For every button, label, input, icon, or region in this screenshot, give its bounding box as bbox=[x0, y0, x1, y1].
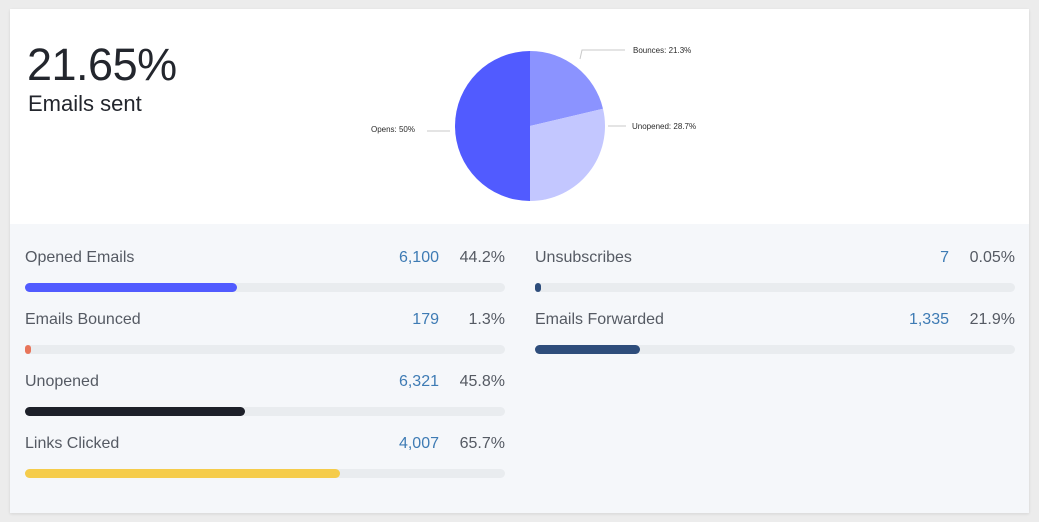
metric-label: Emails Bounced bbox=[25, 311, 141, 328]
metric-percent: 65.7% bbox=[459, 435, 505, 452]
progress-fill bbox=[25, 407, 245, 416]
progress-track bbox=[25, 345, 505, 354]
pie-label-opens: Opens: 50% bbox=[371, 125, 415, 134]
metric-count[interactable]: 6,321 bbox=[398, 373, 439, 390]
progress-track bbox=[535, 345, 1015, 354]
pie-slice-opens[interactable] bbox=[455, 51, 530, 201]
metric-count[interactable]: 4,007 bbox=[398, 435, 439, 452]
metric-label: Opened Emails bbox=[25, 249, 135, 266]
metric-percent: 45.8% bbox=[459, 373, 505, 390]
metric-count[interactable]: 179 bbox=[412, 311, 439, 328]
headline-percent: 21.65% bbox=[27, 39, 177, 90]
email-pie-chart: Bounces: 21.3% Unopened: 28.7% Opens: 50% bbox=[371, 46, 696, 201]
metric-emails-forwarded: Emails Forwarded 1,335 21.9% bbox=[535, 286, 1015, 354]
metric-percent: 21.9% bbox=[969, 311, 1015, 328]
metric-label: Unopened bbox=[25, 373, 99, 390]
pie-slice-bounces[interactable] bbox=[530, 51, 603, 126]
email-stats-card: 21.65% Emails sent Bounces: 21.3% Unopene… bbox=[10, 9, 1029, 513]
progress-track bbox=[25, 283, 505, 292]
summary-panel: 21.65% Emails sent Bounces: 21.3% Unopene… bbox=[10, 9, 1029, 224]
pie-slice-unopened[interactable] bbox=[530, 108, 605, 201]
progress-fill bbox=[25, 283, 238, 292]
metric-count[interactable]: 7 bbox=[940, 249, 949, 266]
progress-fill bbox=[25, 345, 32, 354]
progress-track bbox=[25, 407, 505, 416]
metric-count[interactable]: 1,335 bbox=[908, 311, 949, 328]
metric-unopened: Unopened 6,321 45.8% bbox=[25, 348, 505, 416]
metric-links-clicked: Links Clicked 4,007 65.7% bbox=[25, 410, 505, 478]
pie-label-bounces: Bounces: 21.3% bbox=[633, 46, 691, 55]
metric-unsubscribes: Unsubscribes 7 0.05% bbox=[535, 224, 1015, 292]
metric-percent: 1.3% bbox=[468, 311, 505, 328]
metrics-panel: Opened Emails 6,100 44.2% Emails Bounced… bbox=[10, 224, 1029, 513]
metric-percent: 0.05% bbox=[969, 249, 1015, 266]
metric-opened-emails: Opened Emails 6,100 44.2% bbox=[25, 224, 505, 292]
progress-track bbox=[25, 469, 505, 478]
metric-label: Links Clicked bbox=[25, 435, 120, 452]
metric-count[interactable]: 6,100 bbox=[398, 249, 439, 266]
metric-percent: 44.2% bbox=[459, 249, 505, 266]
progress-track bbox=[535, 283, 1015, 292]
pie-leader-bounces bbox=[579, 49, 625, 60]
metric-label: Emails Forwarded bbox=[535, 311, 664, 328]
metric-label: Unsubscribes bbox=[535, 249, 632, 266]
metric-emails-bounced: Emails Bounced 179 1.3% bbox=[25, 286, 505, 354]
headline-caption: Emails sent bbox=[28, 91, 142, 116]
progress-fill bbox=[535, 283, 542, 292]
progress-fill bbox=[535, 345, 641, 354]
pie-label-unopened: Unopened: 28.7% bbox=[632, 122, 696, 131]
progress-fill bbox=[25, 469, 341, 478]
